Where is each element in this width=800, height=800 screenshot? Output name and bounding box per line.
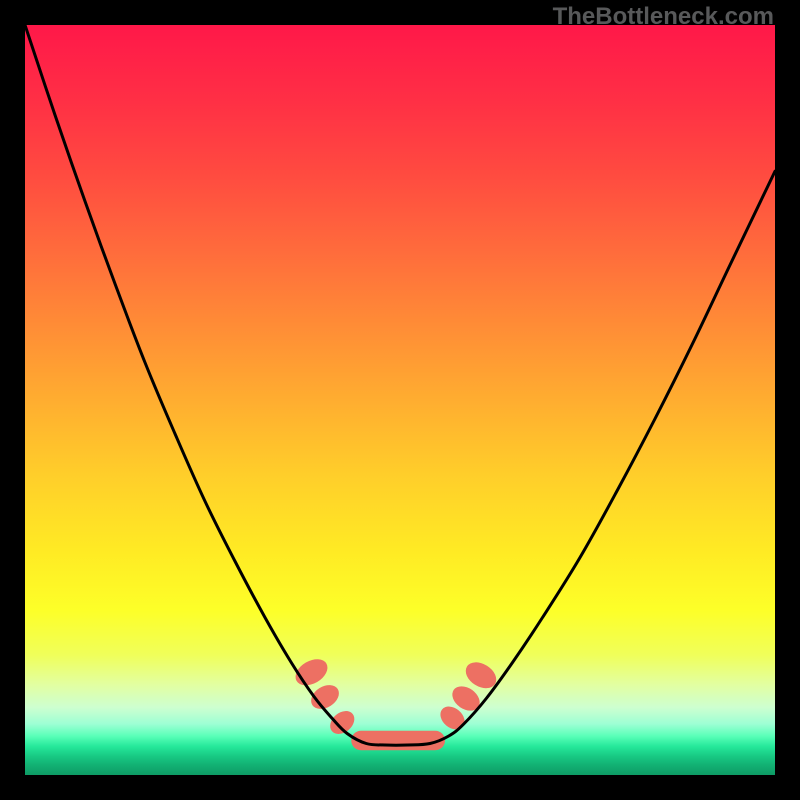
chart-frame: TheBottleneck.com	[0, 0, 800, 800]
watermark-text: TheBottleneck.com	[553, 3, 774, 31]
valley-bar	[351, 731, 445, 751]
plot-area	[25, 25, 775, 775]
gradient-background	[25, 25, 775, 775]
plot-svg	[25, 25, 775, 775]
